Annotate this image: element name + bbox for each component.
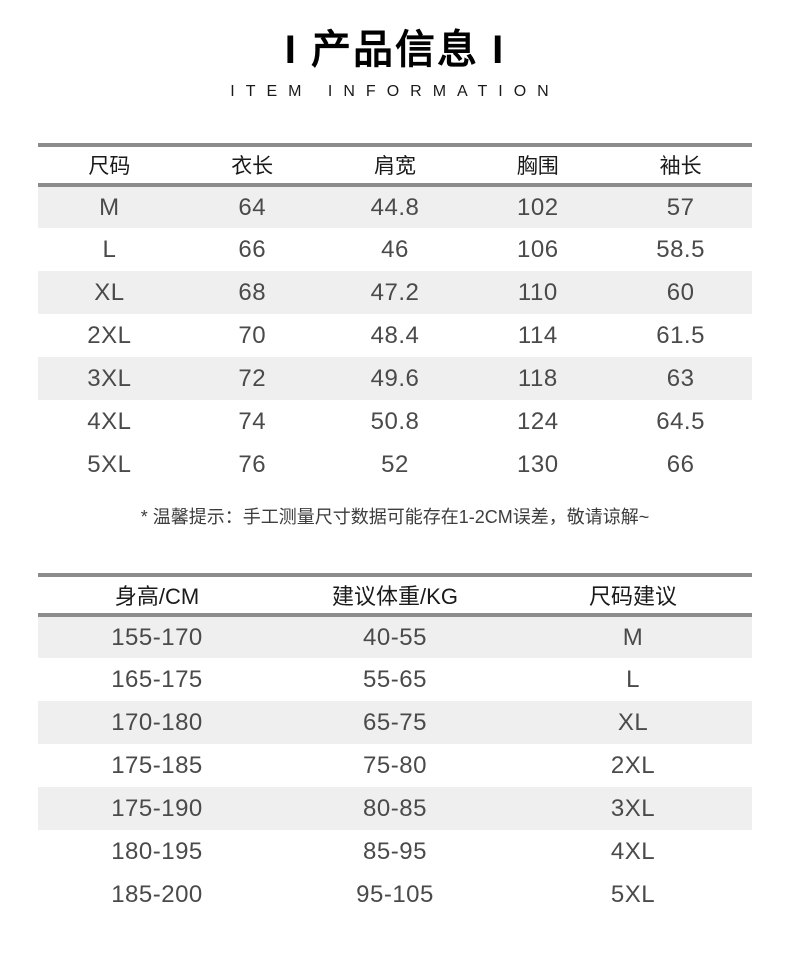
- weight-cell: 55-65: [363, 665, 427, 693]
- weight-cell: 80-85: [363, 794, 427, 822]
- measure-cell: 63: [666, 364, 695, 392]
- height-cell: 170-180: [111, 708, 203, 736]
- size-cell: 5XL: [610, 880, 656, 908]
- column-header-shoulder: 肩宽: [373, 155, 416, 178]
- size-cell: 4XL: [87, 407, 132, 435]
- size-cell: 3XL: [610, 794, 656, 822]
- size-cell: 2XL: [87, 321, 132, 349]
- table-row: 175-185 75-80 2XL: [38, 744, 752, 787]
- column-header-weight: 建议体重/KG: [332, 584, 458, 609]
- measure-cell: 48.4: [370, 321, 420, 349]
- table-row: 4XL 74 50.8 124 64.5: [38, 400, 752, 443]
- measure-cell: 130: [517, 450, 559, 478]
- column-header-size-suggestion: 尺码建议: [588, 584, 677, 609]
- measure-cell: 114: [517, 321, 558, 349]
- measure-cell: 102: [517, 193, 559, 221]
- measure-cell: 47.2: [370, 278, 420, 306]
- height-cell: 175-185: [111, 751, 203, 779]
- page-subtitle: ITEM INFORMATION: [230, 83, 560, 100]
- table-row: 155-170 40-55 M: [38, 615, 752, 658]
- height-cell: 165-175: [111, 665, 203, 693]
- size-cell: L: [102, 235, 117, 263]
- weight-cell: 95-105: [356, 880, 434, 908]
- measurement-note: * 温馨提示：手工测量尺寸数据可能存在1-2CM误差，敬请谅解~: [140, 507, 650, 527]
- size-chart-body: M 64 44.8 102 57 L 66 46 106 58.5 XL 68 …: [38, 185, 752, 486]
- measure-cell: 58.5: [656, 235, 705, 263]
- measure-cell: 76: [238, 450, 267, 478]
- measure-cell: 68: [238, 278, 267, 306]
- table-row: 165-175 55-65 L: [38, 658, 752, 701]
- measure-cell: 118: [517, 364, 558, 392]
- weight-cell: 40-55: [363, 623, 427, 651]
- table-row: 2XL 70 48.4 114 61.5: [38, 314, 752, 357]
- size-chart-table: 尺码 衣长 肩宽 胸围 袖长 M 64 44.8 102 57 L 66 46 …: [38, 143, 752, 486]
- table-row: L 66 46 106 58.5: [38, 228, 752, 271]
- size-suggestion-body: 155-170 40-55 M 165-175 55-65 L 170-180 …: [38, 615, 752, 916]
- measure-cell: 72: [238, 364, 267, 392]
- column-header-sleeve: 袖长: [659, 155, 702, 178]
- size-cell: L: [626, 665, 640, 693]
- size-suggestion-header: 身高/CM 建议体重/KG 尺码建议: [38, 575, 752, 615]
- table-row: 3XL 72 49.6 118 63: [38, 357, 752, 400]
- size-cell: M: [99, 193, 120, 221]
- table-row: 170-180 65-75 XL: [38, 701, 752, 744]
- measure-cell: 60: [666, 278, 695, 306]
- measure-cell: 52: [381, 450, 409, 478]
- measure-cell: 44.8: [370, 193, 420, 221]
- page-title: I 产品信息 I: [284, 28, 506, 72]
- size-suggestion-table: 身高/CM 建议体重/KG 尺码建议 155-170 40-55 M 165-1…: [38, 573, 752, 916]
- size-cell: 2XL: [610, 751, 656, 779]
- measure-cell: 106: [517, 235, 559, 263]
- table-row: XL 68 47.2 110 60: [38, 271, 752, 314]
- measure-cell: 64.5: [656, 407, 705, 435]
- page-header: I 产品信息 I ITEM INFORMATION: [0, 0, 790, 101]
- table-row: 180-195 85-95 4XL: [38, 830, 752, 873]
- size-cell: XL: [617, 708, 649, 736]
- size-cell: 5XL: [87, 450, 132, 478]
- size-cell: 4XL: [610, 837, 656, 865]
- table-row: 185-200 95-105 5XL: [38, 873, 752, 916]
- size-suggestion-header-row: 身高/CM 建议体重/KG 尺码建议: [38, 575, 752, 615]
- table-row: M 64 44.8 102 57: [38, 185, 752, 228]
- measure-cell: 74: [238, 407, 267, 435]
- weight-cell: 85-95: [363, 837, 427, 865]
- measure-cell: 50.8: [370, 407, 420, 435]
- column-header-length: 衣长: [231, 155, 274, 178]
- weight-cell: 75-80: [363, 751, 427, 779]
- column-header-size: 尺码: [88, 155, 131, 178]
- measure-cell: 57: [666, 193, 695, 221]
- measure-cell: 46: [381, 235, 409, 263]
- table-row: 175-190 80-85 3XL: [38, 787, 752, 830]
- height-cell: 185-200: [111, 880, 203, 908]
- measure-cell: 61.5: [656, 321, 705, 349]
- height-cell: 155-170: [111, 623, 203, 651]
- column-header-height: 身高/CM: [114, 584, 200, 609]
- measure-cell: 66: [666, 450, 695, 478]
- size-chart-header: 尺码 衣长 肩宽 胸围 袖长: [38, 145, 752, 185]
- measure-cell: 66: [238, 235, 267, 263]
- measure-cell: 64: [238, 193, 267, 221]
- size-chart-header-row: 尺码 衣长 肩宽 胸围 袖长: [38, 145, 752, 185]
- size-cell: 3XL: [87, 364, 132, 392]
- height-cell: 175-190: [111, 794, 203, 822]
- measure-cell: 70: [238, 321, 267, 349]
- table-row: 5XL 76 52 130 66: [38, 443, 752, 486]
- height-cell: 180-195: [111, 837, 203, 865]
- measure-cell: 124: [517, 407, 559, 435]
- measure-cell: 49.6: [370, 364, 420, 392]
- weight-cell: 65-75: [363, 708, 427, 736]
- measure-cell: 110: [517, 278, 558, 306]
- size-cell: M: [622, 623, 644, 651]
- size-cell: XL: [94, 278, 125, 306]
- column-header-chest: 胸围: [516, 155, 559, 178]
